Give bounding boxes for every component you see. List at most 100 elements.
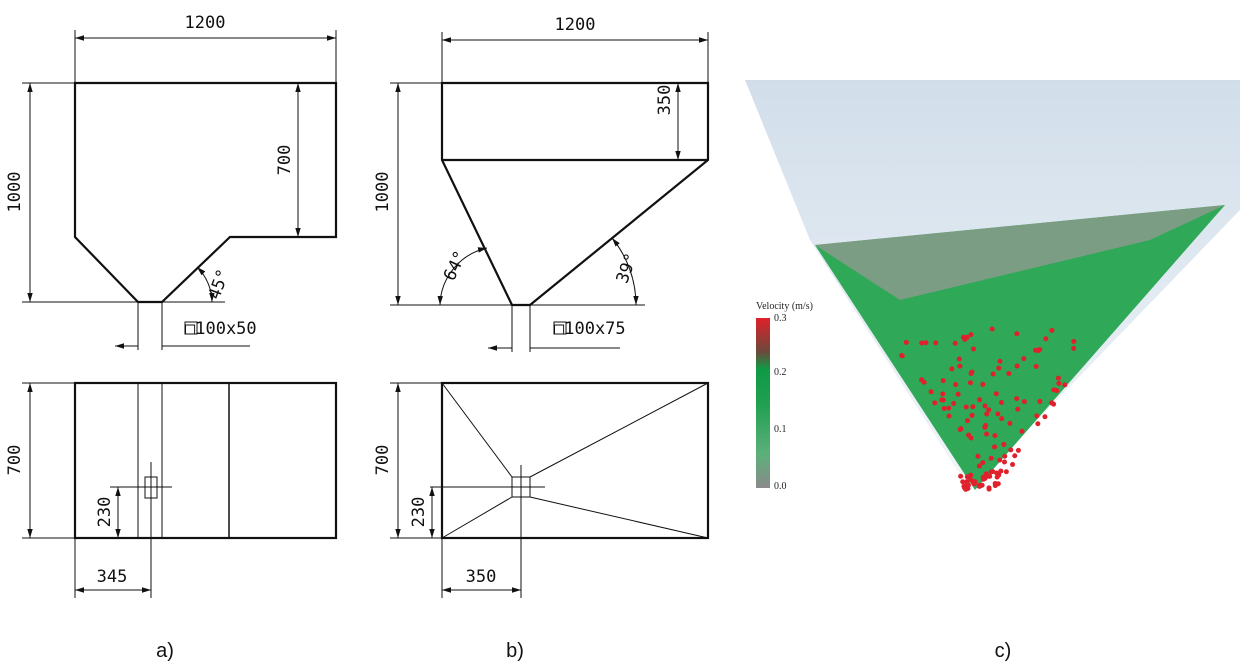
particle: [933, 340, 938, 345]
particle: [1012, 453, 1017, 458]
dim-angle-left: 64°: [440, 248, 471, 284]
colorbar-tick: 0.3: [774, 313, 787, 324]
particle: [980, 382, 985, 387]
particle: [1056, 381, 1061, 386]
particle: [960, 479, 965, 484]
particle: [962, 485, 967, 490]
particle: [932, 400, 937, 405]
dim-width: 1200: [555, 15, 596, 35]
dim-upper: 700: [275, 145, 295, 176]
particle: [990, 327, 995, 332]
particle: [986, 407, 991, 412]
panel-b-front: 1200 1000 350 64° 39° □100x75: [373, 15, 708, 352]
particle: [994, 391, 999, 396]
particle: [949, 366, 954, 371]
dim-height: 1000: [5, 172, 25, 213]
particle: [1010, 462, 1015, 467]
particle: [999, 400, 1004, 405]
particle: [957, 356, 962, 361]
particle: [929, 389, 934, 394]
dim-depth: 700: [5, 445, 25, 476]
particle: [1062, 382, 1067, 387]
particle: [975, 454, 980, 459]
particle: [1043, 336, 1048, 341]
dim-upper: 350: [655, 85, 675, 116]
particle: [1004, 469, 1009, 474]
particle: [969, 435, 974, 440]
particle: [995, 475, 1000, 480]
dim-outlet: □100x75: [554, 319, 626, 339]
particle: [1051, 402, 1056, 407]
particle: [1056, 376, 1061, 381]
particle: [1022, 399, 1027, 404]
particle: [1002, 460, 1007, 465]
particle: [923, 340, 928, 345]
panel-label: a): [156, 640, 174, 662]
particle: [969, 332, 974, 337]
panel-label: b): [506, 640, 524, 662]
colorbar-tick: 0.1: [774, 424, 787, 435]
particle: [1008, 447, 1013, 452]
particle: [984, 432, 989, 437]
particle: [964, 405, 969, 410]
particle: [997, 458, 1002, 463]
dim-outlet-x: 350: [466, 567, 497, 587]
dim-outlet-x: 345: [97, 567, 128, 587]
particle: [1035, 421, 1040, 426]
particle: [951, 401, 956, 406]
particle: [942, 406, 947, 411]
figure: 1200 1000 700 45° □100x50 700 230 345 12…: [0, 0, 1255, 671]
particle: [1016, 448, 1021, 453]
particle: [983, 403, 988, 408]
particle: [999, 416, 1004, 421]
particle: [922, 380, 927, 385]
panel-label: c): [995, 640, 1012, 662]
particle: [968, 477, 973, 482]
particle: [996, 481, 1001, 486]
particle: [982, 476, 987, 481]
particle: [900, 353, 905, 358]
particle: [978, 483, 983, 488]
particle: [977, 464, 982, 469]
dim-outlet: □100x50: [185, 319, 257, 339]
particle: [969, 371, 974, 376]
particle: [957, 364, 962, 369]
particle: [1015, 364, 1020, 369]
particle: [1014, 396, 1019, 401]
particle: [904, 340, 909, 345]
particle: [1019, 429, 1024, 434]
particle: [994, 470, 999, 475]
particle: [968, 473, 973, 478]
dim-depth: 700: [373, 445, 393, 476]
particle: [1001, 442, 1006, 447]
particle: [1006, 371, 1011, 376]
particle: [1014, 331, 1019, 336]
particle: [987, 485, 992, 490]
particle: [1002, 454, 1007, 459]
particle: [989, 470, 994, 475]
dim-angle-right: 39°: [613, 250, 642, 286]
particle: [989, 456, 994, 461]
particle: [961, 335, 966, 340]
particle: [992, 433, 997, 438]
particle: [953, 382, 958, 387]
panel-b-plan: 700 230 350: [373, 383, 708, 598]
particle: [997, 359, 1002, 364]
particle: [953, 341, 958, 346]
particle: [991, 372, 996, 377]
particle: [972, 481, 977, 486]
particle: [995, 411, 1000, 416]
particle: [1071, 346, 1076, 351]
particle: [1034, 413, 1039, 418]
particle: [1007, 421, 1012, 426]
dim-angle: 45°: [205, 266, 234, 302]
particle: [946, 413, 951, 418]
particle: [982, 425, 987, 430]
particle: [1021, 356, 1026, 361]
particle: [970, 413, 975, 418]
panel-c-render: [745, 80, 1240, 492]
colorbar-tick: 0.2: [774, 367, 787, 378]
particle: [1015, 407, 1020, 412]
particle: [919, 341, 924, 346]
particle: [946, 406, 951, 411]
